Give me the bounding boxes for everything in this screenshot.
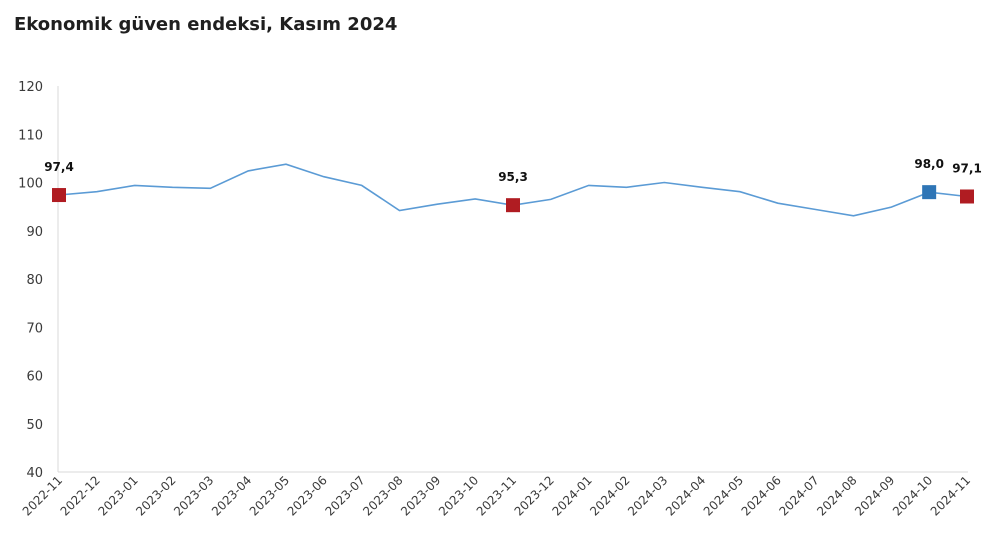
data-label: 98,0 [914,157,944,171]
x-tick-label: 2024-03 [625,473,670,518]
chart-title: Ekonomik güven endeksi, Kasım 2024 [14,14,398,35]
x-tick-labels: 2022-112022-122023-012023-022023-032023-… [20,473,973,518]
x-tick-label: 2024-07 [776,473,821,518]
data-label: 97,1 [952,161,982,175]
x-tick-label: 2024-06 [739,473,784,518]
x-tick-label: 2023-08 [360,473,405,518]
x-tick-label: 2023-07 [322,473,367,518]
x-tick-label: 2024-08 [814,473,859,518]
x-tick-label: 2024-11 [928,473,973,518]
x-tick-label: 2023-03 [171,473,216,518]
x-tick-label: 2023-02 [133,473,178,518]
data-point-marker [52,188,66,203]
data-point-marker [506,198,520,213]
y-tick-label: 90 [26,225,43,240]
x-tick-label: 2023-05 [247,473,292,518]
y-tick-label: 110 [18,128,43,143]
x-tick-label: 2024-01 [549,473,594,518]
x-tick-label: 2024-10 [890,473,935,518]
x-tick-label: 2023-06 [285,473,330,518]
y-tick-labels: 40 50 60 70 80 90 100 110 120 [18,80,43,481]
x-tick-label: 2023-04 [209,473,254,518]
data-label: 97,4 [44,160,74,174]
x-tick-label: 2024-05 [701,473,746,518]
x-tick-label: 2022-12 [58,473,103,518]
x-tick-label: 2023-11 [474,473,519,518]
data-point-marker [960,189,974,204]
x-tick-label: 2024-04 [663,473,708,518]
x-tick-label: 2023-10 [436,473,481,518]
y-tick-label: 70 [26,321,43,336]
x-tick-label: 2024-02 [587,473,632,518]
x-tick-label: 2023-12 [512,473,557,518]
x-tick-label: 2023-01 [95,473,140,518]
y-tick-label: 100 [18,177,43,192]
x-tick-label: 2024-09 [852,473,897,518]
y-tick-label: 80 [26,273,43,288]
y-tick-label: 60 [26,370,43,385]
data-point-marker [922,185,937,200]
y-tick-label: 120 [18,80,43,95]
x-tick-label: 2023-09 [398,473,443,518]
data-label: 95,3 [498,170,528,184]
y-tick-label: 40 [26,466,43,481]
highlight-markers: 97,4 95,3 98,0 97,1 [44,157,982,213]
y-tick-label: 50 [26,418,43,433]
